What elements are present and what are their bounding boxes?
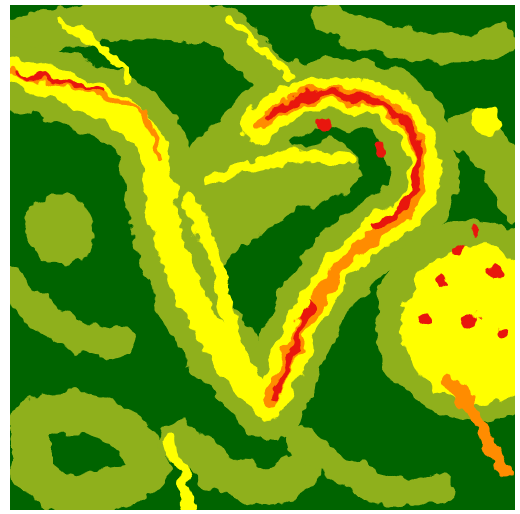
heat-map — [0, 0, 520, 514]
map-area — [10, 5, 520, 510]
